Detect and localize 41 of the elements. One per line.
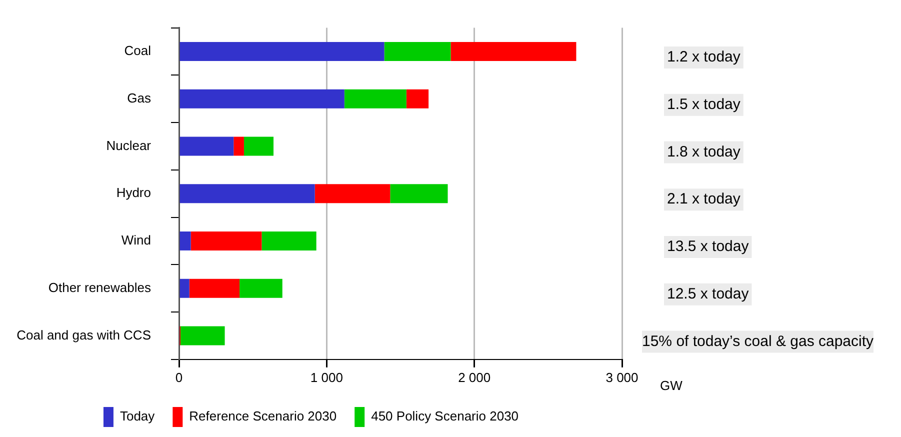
bar bbox=[180, 184, 315, 204]
bar bbox=[240, 278, 282, 298]
bar bbox=[384, 42, 451, 61]
y-tick-label: Gas bbox=[127, 90, 152, 106]
bar bbox=[406, 89, 429, 108]
bar bbox=[190, 231, 262, 250]
y-tick-label: Coal and gas with CCS bbox=[16, 327, 152, 342]
bar bbox=[244, 136, 274, 156]
x-axis-title: GW bbox=[660, 378, 684, 393]
bar bbox=[344, 89, 406, 108]
bar bbox=[180, 231, 191, 250]
y-tick-label: Hydro bbox=[116, 185, 151, 200]
bar bbox=[314, 184, 390, 204]
x-tick-label: 2 000 bbox=[458, 370, 491, 385]
x-tick-label: 1 000 bbox=[310, 370, 343, 385]
text: 12.5 x today bbox=[667, 285, 750, 302]
x-tick-label: 0 bbox=[175, 370, 183, 385]
bar bbox=[234, 136, 244, 156]
text: 2.1 x today bbox=[667, 190, 741, 208]
text: 15% of today’s coal & gas capacity bbox=[642, 332, 874, 350]
bar bbox=[450, 42, 576, 61]
bar bbox=[180, 278, 190, 298]
y-tick-label: Nuclear bbox=[106, 138, 152, 153]
text: 1.8 x today bbox=[667, 143, 741, 160]
bar bbox=[180, 326, 225, 346]
legend-label: 450 Policy Scenario 2030 bbox=[371, 408, 519, 424]
legend-label: Today bbox=[120, 408, 156, 424]
bar bbox=[180, 89, 344, 108]
y-tick-label: Other renewables bbox=[48, 280, 152, 295]
text: 1.5 x today bbox=[667, 96, 741, 113]
bar bbox=[262, 231, 316, 250]
text: 1.2 x today bbox=[667, 48, 741, 66]
bar bbox=[390, 184, 448, 204]
x-tick-label: 3 000 bbox=[606, 370, 638, 385]
y-tick-label: Wind bbox=[121, 232, 151, 248]
bar bbox=[180, 136, 234, 156]
text: 13.5 x today bbox=[667, 238, 750, 256]
bar bbox=[180, 42, 384, 61]
y-tick-label: Coal bbox=[124, 43, 152, 58]
legend-label: Reference Scenario 2030 bbox=[189, 408, 337, 424]
bar bbox=[189, 278, 240, 298]
